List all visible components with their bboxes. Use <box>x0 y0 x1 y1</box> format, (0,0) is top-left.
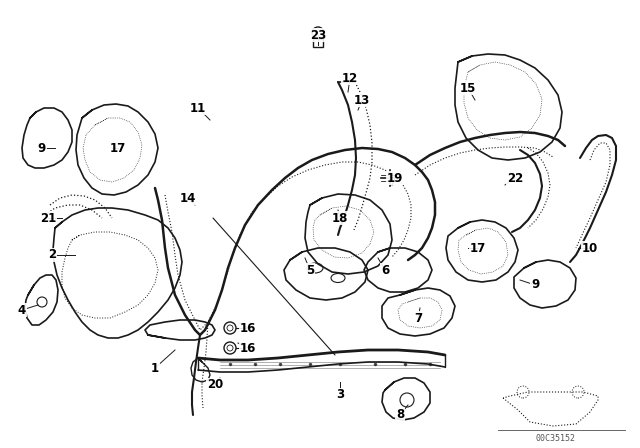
Text: 00C35152: 00C35152 <box>536 434 576 443</box>
Text: 10: 10 <box>582 241 598 254</box>
Text: 20: 20 <box>207 379 223 392</box>
Text: 11: 11 <box>190 102 206 115</box>
Text: 6: 6 <box>381 263 389 276</box>
Text: 8: 8 <box>396 409 404 422</box>
Text: 19: 19 <box>387 172 403 185</box>
Text: 22: 22 <box>507 172 523 185</box>
Text: 16: 16 <box>240 322 256 335</box>
Text: 13: 13 <box>354 94 370 107</box>
Text: 23: 23 <box>310 29 326 42</box>
Text: 9: 9 <box>38 142 46 155</box>
Text: 21: 21 <box>40 211 56 224</box>
Text: 17: 17 <box>470 241 486 254</box>
Text: 16: 16 <box>240 341 256 354</box>
Text: 2: 2 <box>48 249 56 262</box>
Text: 12: 12 <box>342 72 358 85</box>
Text: 1: 1 <box>151 362 159 375</box>
Text: 18: 18 <box>332 211 348 224</box>
Text: 3: 3 <box>336 388 344 401</box>
Text: 9: 9 <box>531 279 539 292</box>
Text: 5: 5 <box>306 263 314 276</box>
Text: 17: 17 <box>110 142 126 155</box>
Text: 15: 15 <box>460 82 476 95</box>
Text: 7: 7 <box>414 311 422 324</box>
Text: 14: 14 <box>180 191 196 204</box>
Text: 4: 4 <box>18 303 26 316</box>
